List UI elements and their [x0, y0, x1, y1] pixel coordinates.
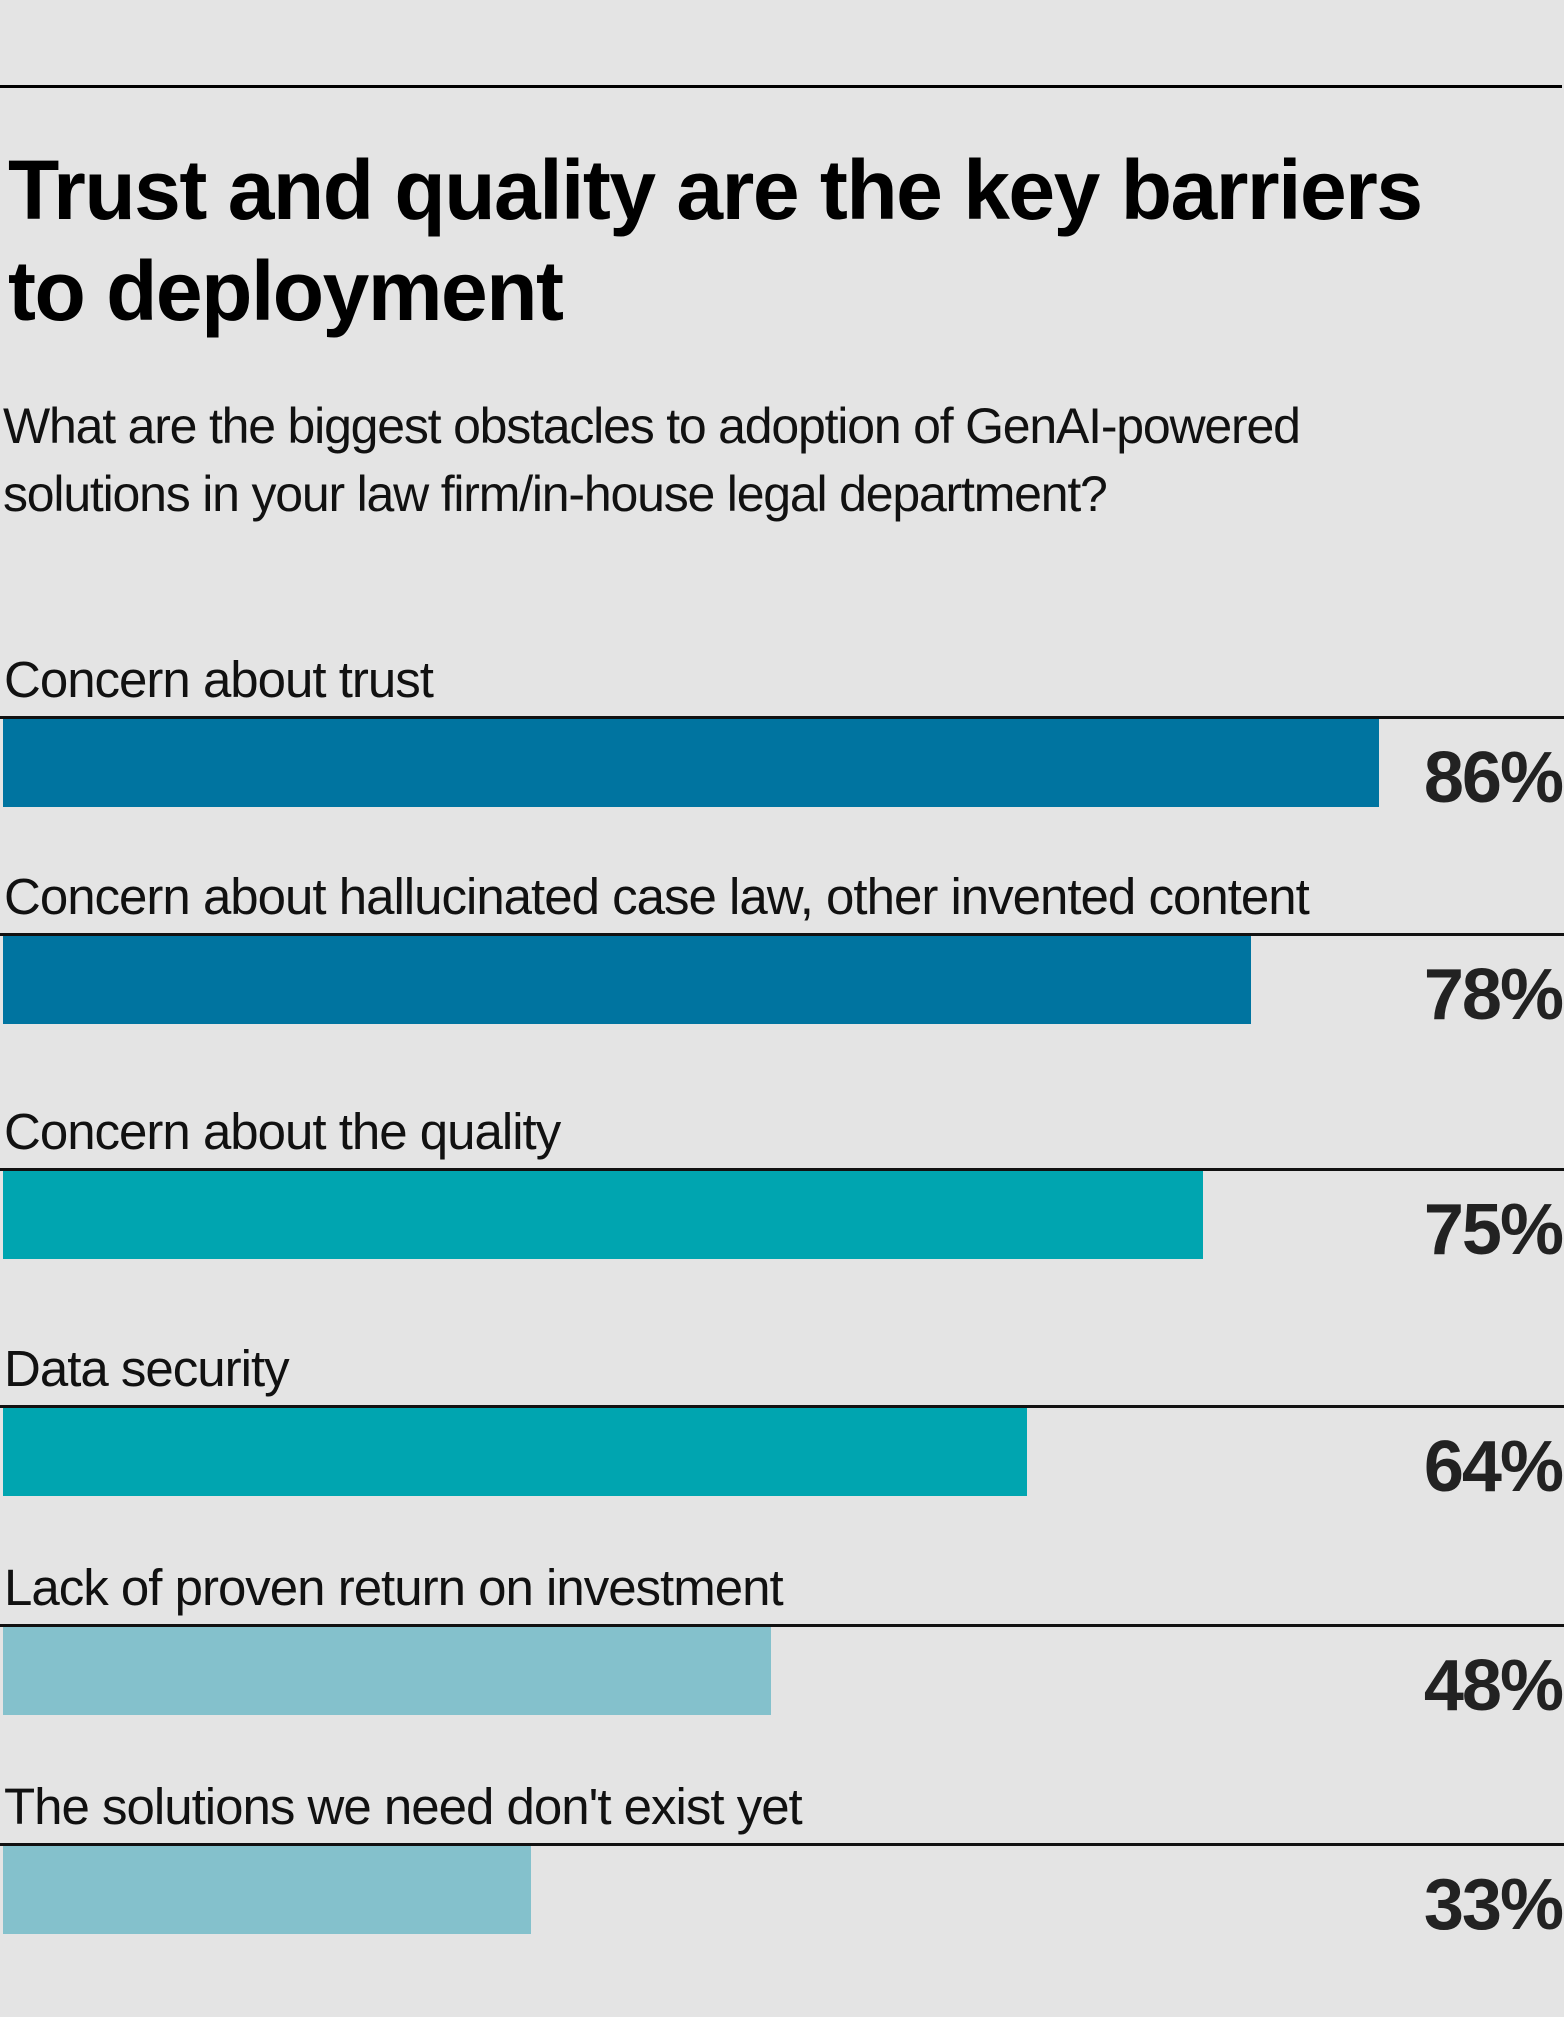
chart-title: Trust and quality are the key barriers t… — [8, 140, 1548, 342]
bar — [3, 936, 1251, 1024]
subtitle-line-1: What are the biggest obstacles to adopti… — [3, 398, 1301, 454]
bar — [3, 1627, 771, 1715]
bar-label: Data security — [4, 1340, 290, 1397]
chart-subtitle: What are the biggest obstacles to adopti… — [3, 392, 1563, 528]
bar — [3, 1171, 1203, 1259]
subtitle-line-2: solutions in your law firm/in-house lega… — [3, 466, 1108, 522]
bar — [3, 1846, 531, 1934]
row-divider — [0, 933, 1564, 936]
row-divider — [0, 716, 1564, 719]
title-line-2: to deployment — [8, 244, 564, 338]
bar-label: Concern about the quality — [4, 1103, 561, 1160]
bar-value-label: 64% — [1423, 1427, 1564, 1507]
row-divider — [0, 1168, 1564, 1171]
bar — [3, 719, 1379, 807]
row-divider — [0, 1405, 1564, 1408]
bar-value-label: 48% — [1423, 1646, 1564, 1726]
bar-value-label: 33% — [1423, 1865, 1564, 1945]
bar-label: Concern about hallucinated case law, oth… — [4, 868, 1310, 925]
title-line-1: Trust and quality are the key barriers — [8, 143, 1423, 237]
bar — [3, 1408, 1027, 1496]
bar-value-label: 86% — [1423, 738, 1564, 818]
bar-label: Concern about trust — [4, 651, 434, 708]
row-divider — [0, 1843, 1564, 1846]
bar-value-label: 75% — [1423, 1190, 1564, 1270]
bar-label: Lack of proven return on investment — [4, 1559, 784, 1616]
top-rule — [0, 85, 1562, 88]
row-divider — [0, 1624, 1564, 1627]
bar-value-label: 78% — [1423, 955, 1564, 1035]
bar-label: The solutions we need don't exist yet — [4, 1778, 803, 1835]
